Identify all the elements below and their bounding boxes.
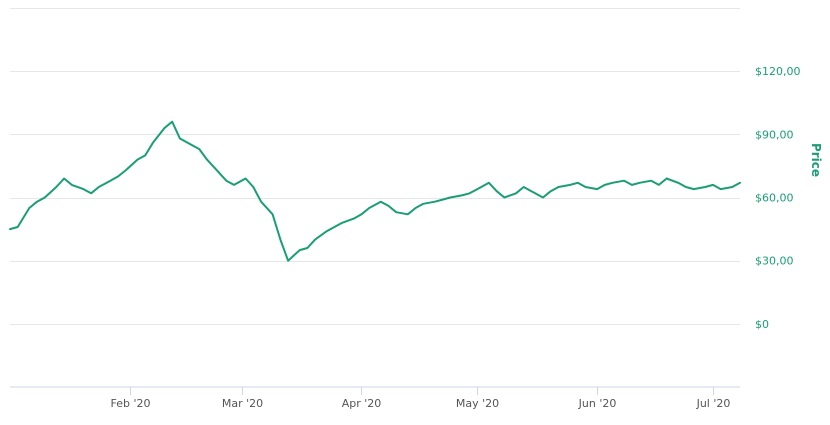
x-tick-label: Jul '20 [696, 397, 731, 410]
y-tick-label: $60,00 [755, 192, 794, 205]
y-tick-label: $90,00 [755, 128, 794, 141]
y-tick-label: $30,00 [755, 255, 794, 268]
series-group [9, 120, 741, 262]
price-series-line [9, 120, 741, 262]
x-tick-label: Feb '20 [111, 397, 151, 410]
y-tick-label: $120,00 [755, 65, 801, 78]
y-tick-label: $0 [755, 318, 769, 331]
y-axis-label: Price [809, 143, 823, 177]
x-axis: Feb '20 Mar '20 Apr '20 May '20 Jun '20 Jul '… [111, 387, 731, 410]
x-tick-label: May '20 [456, 397, 499, 410]
y-axis: $0 $30,00 $60,00 $90,00 $120,00 [755, 65, 801, 331]
x-tick-label: Apr '20 [342, 397, 382, 410]
gridlines [10, 8, 740, 325]
x-tick-label: Mar '20 [222, 397, 263, 410]
x-tick-label: Jun '20 [578, 397, 617, 410]
